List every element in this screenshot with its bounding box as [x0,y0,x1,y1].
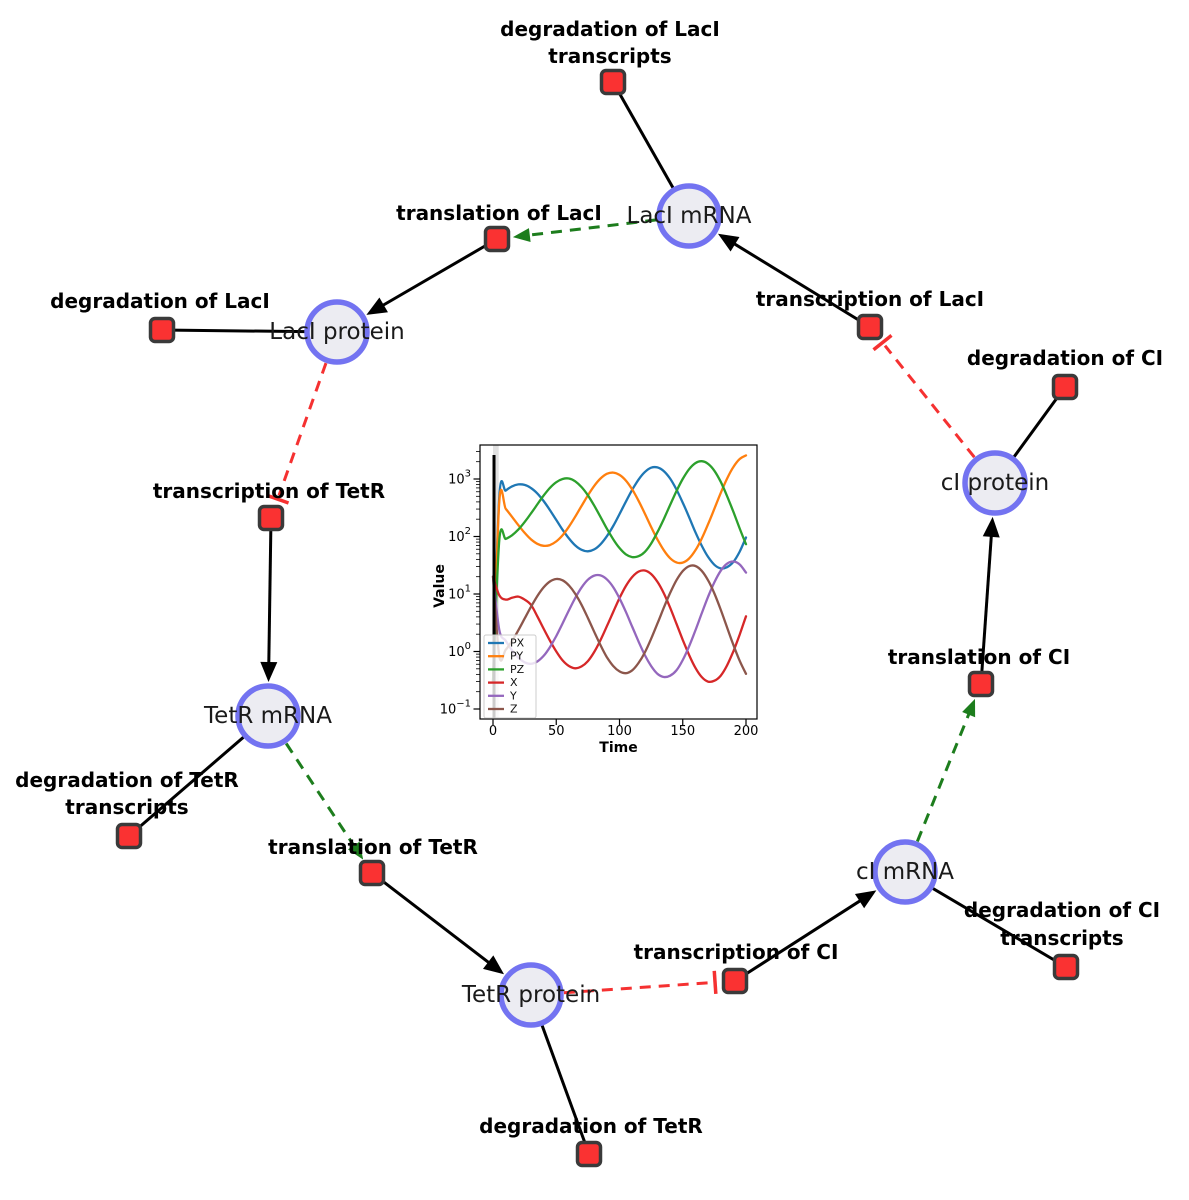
edge-translation-laci-to-laci-protein [366,237,498,315]
legend-entry-label: PZ [510,663,525,676]
legend-entry-label: X [510,676,518,689]
species-node-laci-protein[interactable] [304,299,370,365]
edge-ci-protein-to-transcription-laci [872,334,976,459]
series-line-px [491,465,748,683]
arrowhead-icon [366,297,388,315]
x-tick-label: 0 [489,724,497,739]
inhibition-bar-icon [712,970,718,994]
reaction-node-deg-ci-tx[interactable] [1052,953,1080,981]
reaction-node-translation-ci[interactable] [967,670,995,698]
reaction-node-deg-tetr-tx[interactable] [115,822,143,850]
reaction-label-deg-tetr-tx: transcripts [65,795,188,819]
species-node-ci-protein[interactable] [962,450,1028,516]
arrowhead-icon [717,233,740,252]
edge-translation-ci-to-ci-protein [979,516,1000,685]
reaction-label-deg-tetr: degradation of TetR [479,1114,703,1138]
plot-axes-box [479,444,758,720]
reaction-label-deg-laci-tx: transcripts [548,44,671,68]
arrowhead-icon [854,890,877,909]
reaction-label-translation-laci: translation of LacI [396,201,602,225]
y-tick-label: 101 [448,584,471,603]
y-tick-label: 103 [448,469,471,488]
species-label-tetr-protein: TetR protein [461,982,600,1008]
series-line-pz [491,460,748,683]
reaction-node-deg-laci[interactable] [148,316,176,344]
edge-translation-tetr-to-tetr-protein [371,871,505,975]
edge-tetr-protein-to-transcription-ci [563,970,718,995]
reaction-label-deg-ci: degradation of CI [967,346,1163,370]
reaction-node-translation-laci[interactable] [483,225,511,253]
reaction-label-deg-ci-tx: transcripts [1000,926,1123,950]
x-tick-label: 50 [548,724,565,739]
arrowhead-icon [982,516,1000,538]
x-tick-label: 200 [734,724,759,739]
reaction-node-deg-ci[interactable] [1051,373,1079,401]
species-label-ci-mrna: cI mRNA [856,859,954,885]
reaction-label-translation-tetr: translation of TetR [268,835,478,859]
arrowhead-icon [260,661,278,683]
edge-ci-mrna-to-translation-ci [915,698,976,842]
x-tick-label: 150 [670,724,695,739]
edge-tetr-mrna-to-translation-tetr [284,742,364,860]
reaction-node-transcription-tetr[interactable] [257,504,285,532]
reaction-node-translation-tetr[interactable] [358,859,386,887]
series-line-py [491,454,748,683]
reaction-label-deg-ci-tx: degradation of CI [964,898,1160,922]
inhibition-bar-icon [266,493,290,505]
reaction-label-translation-ci: translation of CI [888,645,1070,669]
y-tick-label: 100 [448,641,471,660]
x-axis-label: Time [599,740,637,756]
arrowhead-icon [482,955,505,975]
reaction-label-transcription-laci: transcription of LacI [756,287,984,311]
species-node-tetr-protein[interactable] [498,962,564,1028]
timeseries-inset-chart: 0 50 100 150 20010310210110010−1TimeValuePXP… [430,438,770,764]
legend-entry-label: Z [510,703,518,716]
species-node-ci-mrna[interactable] [872,839,938,905]
activation-arrowhead-icon [347,841,364,860]
y-tick-label: 102 [448,526,471,545]
reaction-node-transcription-laci[interactable] [856,313,884,341]
species-label-laci-protein: LacI protein [269,319,404,345]
reaction-node-deg-tetr[interactable] [575,1140,603,1168]
species-node-tetr-mrna[interactable] [235,683,301,749]
activation-arrowhead-icon [512,228,531,243]
series-line-z [491,564,748,675]
reaction-label-deg-tetr-tx: degradation of TetR [15,768,239,792]
legend-entry-label: PX [510,637,525,650]
reaction-node-deg-laci-tx[interactable] [599,68,627,96]
edge-transcription-ci-to-ci-mrna [734,890,877,983]
legend-entry-label: Y [509,689,517,702]
reaction-label-deg-laci-tx: degradation of LacI [500,17,720,41]
chart-background [430,438,770,764]
y-axis-label: Value [432,564,448,608]
edge-transcription-tetr-to-tetr-mrna [260,517,278,683]
y-tick-label: 10−1 [440,699,471,718]
edge-laci-mrna-to-translation-laci [512,218,657,243]
edge-transcription-laci-to-laci-mrna [717,233,871,329]
reaction-label-deg-laci: degradation of LacI [50,289,270,313]
series-curves [491,454,748,684]
edge-laci-protein-to-transcription-tetr [266,362,328,505]
species-label-tetr-mrna: TetR mRNA [203,703,332,729]
x-tick-label: 100 [607,724,632,739]
activation-arrowhead-icon [962,698,976,718]
species-label-ci-protein: cI protein [941,470,1050,496]
species-label-laci-mrna: LacI mRNA [627,203,752,229]
legend-entry-label: PY [510,650,523,663]
reaction-node-transcription-ci[interactable] [721,967,749,995]
reaction-label-transcription-tetr: transcription of TetR [153,479,385,503]
species-node-laci-mrna[interactable] [656,183,722,249]
reaction-label-transcription-ci: transcription of CI [634,940,839,964]
inhibition-bar-icon [872,334,893,352]
